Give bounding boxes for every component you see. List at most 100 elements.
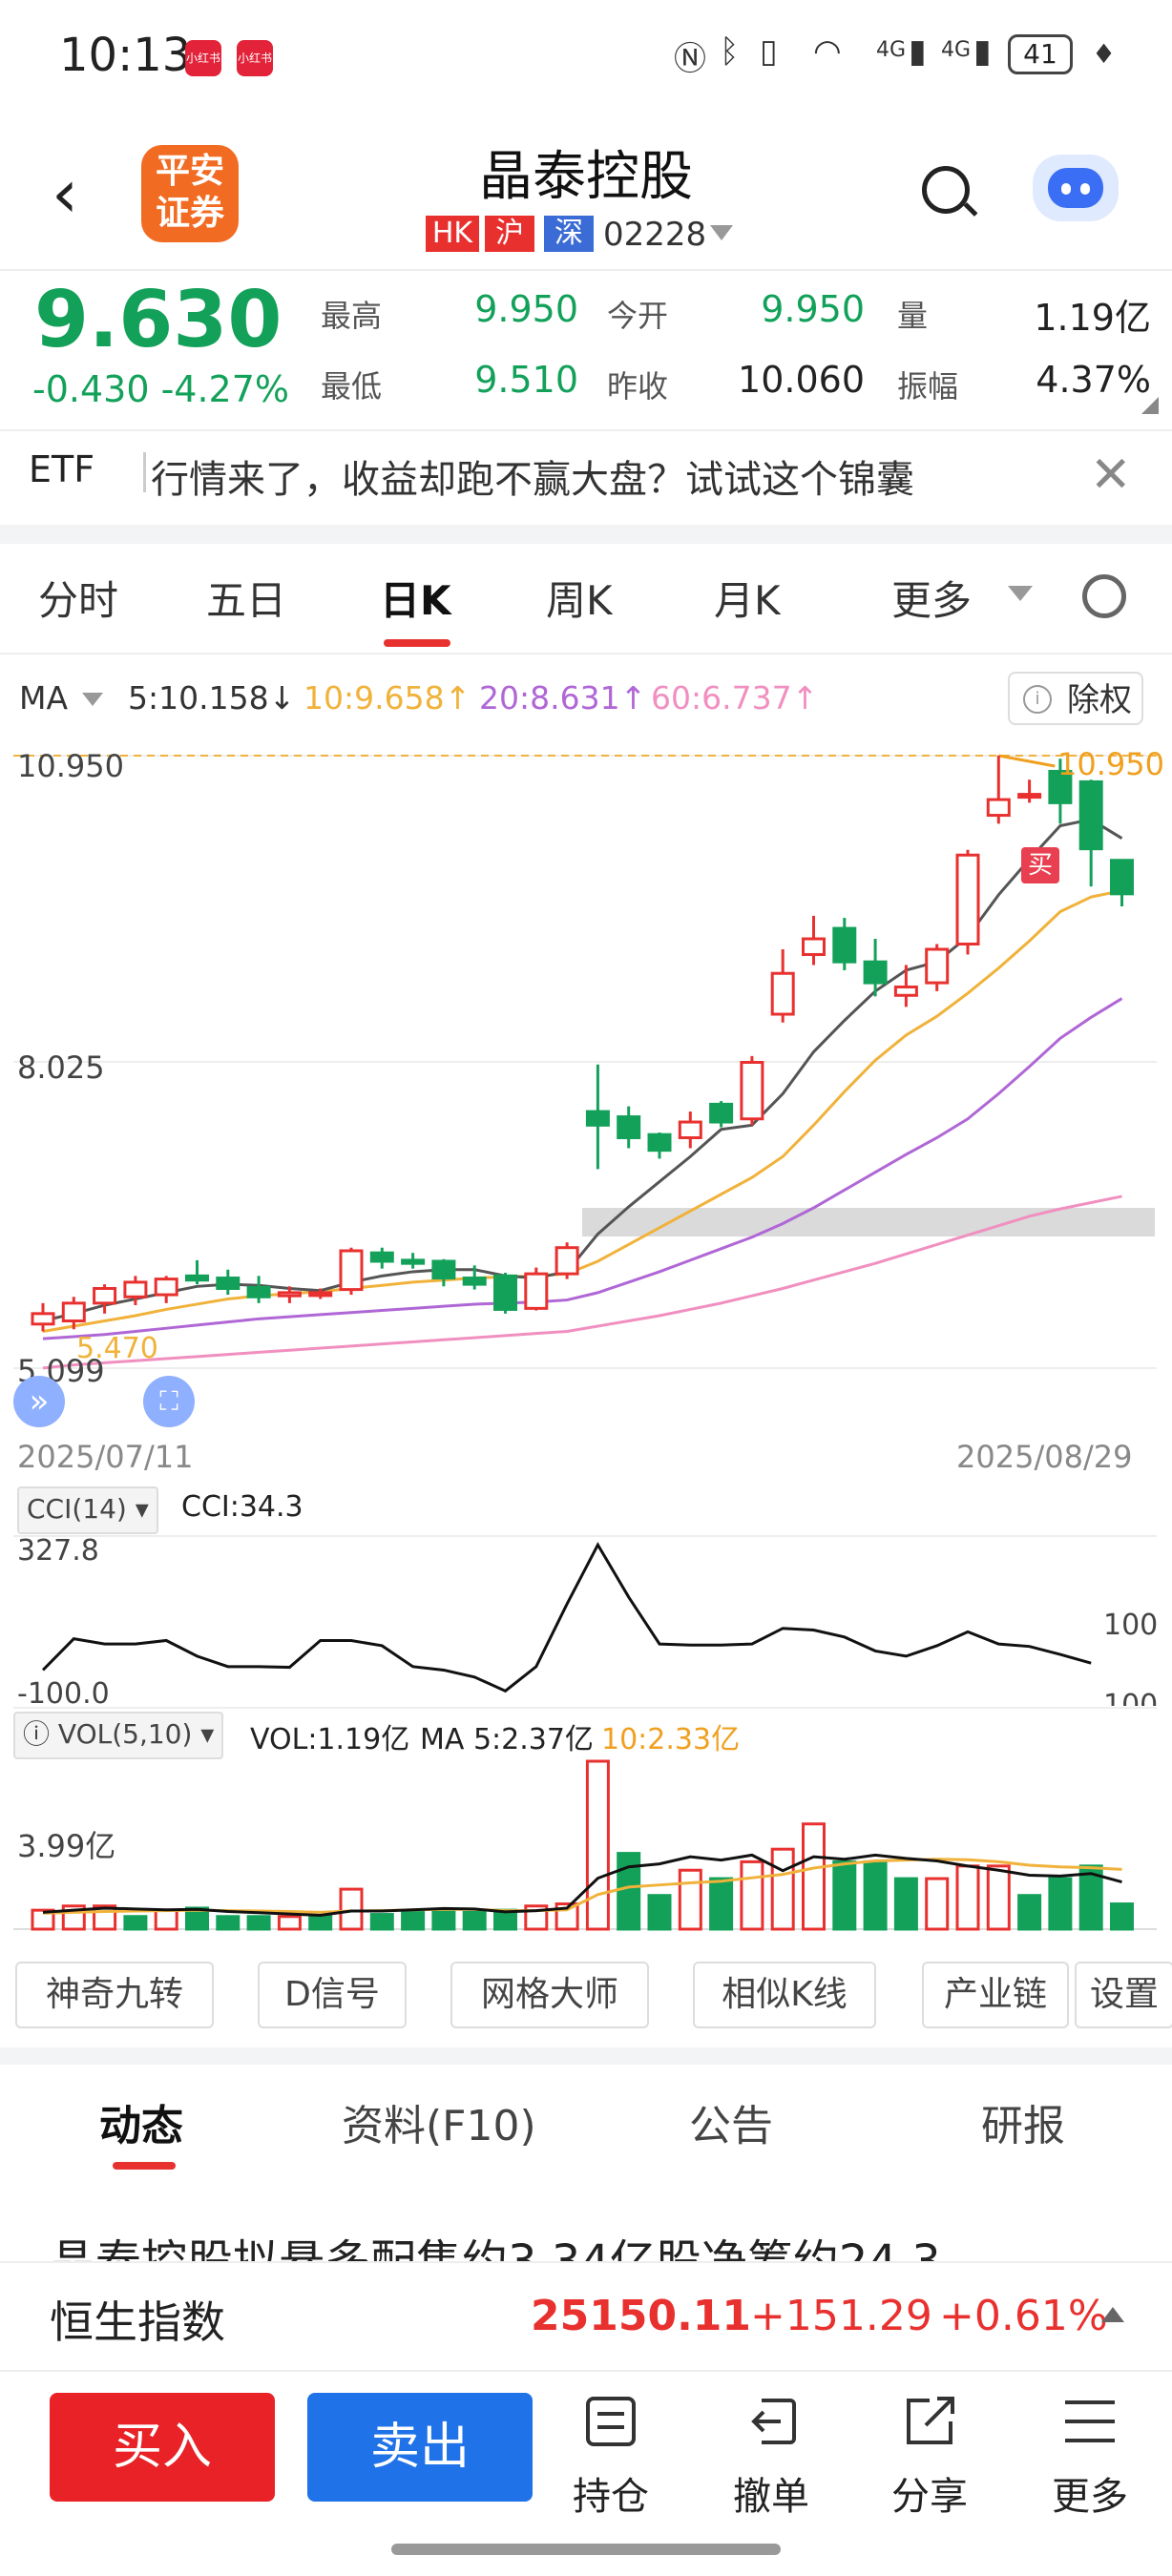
tab-more[interactable]: 更多 — [891, 577, 973, 624]
amplitude-label: 振幅 — [897, 368, 959, 405]
buy-button[interactable]: 买入 — [50, 2393, 275, 2502]
candle-body — [524, 1272, 549, 1310]
vol-selector[interactable]: ⓘ VOL(5,10) ▾ — [13, 1712, 224, 1759]
tool-grid-master[interactable]: 网格大师 — [450, 1962, 649, 2028]
more-menu-icon[interactable] — [1061, 2395, 1119, 2448]
share-icon[interactable] — [901, 2395, 958, 2448]
stock-code[interactable]: 02228 — [603, 216, 707, 254]
tool-industry-chain[interactable]: 产业链 — [922, 1962, 1069, 2028]
volume-bar — [339, 1887, 364, 1931]
chevron-down-icon[interactable] — [1008, 586, 1033, 601]
tab-monthly-k[interactable]: 月K — [714, 577, 781, 624]
cancel-order-label[interactable]: 撤单 — [733, 2475, 809, 2519]
candle-body — [431, 1259, 456, 1280]
candle-body — [246, 1285, 271, 1298]
tab-five-day[interactable]: 五日 — [206, 577, 287, 624]
ma60-value: 60:6.737↑ — [651, 679, 819, 717]
high-label: 最高 — [321, 298, 383, 334]
candle-body — [832, 926, 857, 964]
candle-body — [308, 1291, 333, 1298]
candle-body — [585, 1110, 610, 1127]
settings-gear-icon[interactable] — [1082, 574, 1126, 618]
volume-value: 1.19亿 — [1034, 297, 1151, 339]
cci-value: CCI:34.3 — [181, 1490, 303, 1524]
candle-body — [709, 1102, 734, 1124]
ma-label[interactable]: MA — [19, 679, 69, 717]
candle-body — [61, 1301, 86, 1323]
candle-body — [31, 1312, 55, 1326]
sell-button[interactable]: 卖出 — [307, 2393, 533, 2502]
bluetooth-icon: ᛒ — [720, 32, 740, 71]
chevron-up-icon[interactable] — [1101, 2307, 1124, 2322]
cci-axis-top: 327.8 — [17, 1534, 99, 1568]
close-icon[interactable]: ✕ — [1090, 447, 1132, 504]
prev-close-label: 昨收 — [607, 368, 669, 405]
kline-chart[interactable] — [0, 735, 1172, 1962]
cci-line — [41, 1542, 1092, 1693]
ma10-value: 10:9.658↑ — [303, 679, 471, 717]
volume-bar — [308, 1915, 333, 1931]
search-icon[interactable] — [922, 166, 970, 214]
candle-body — [647, 1132, 672, 1153]
tool-d-signal[interactable]: D信号 — [258, 1962, 407, 2028]
low-value: 9.510 — [474, 359, 578, 401]
tab-news[interactable]: 动态 — [99, 2102, 183, 2150]
volume-bar — [246, 1915, 271, 1931]
holdings-icon[interactable] — [582, 2395, 639, 2448]
news-headline[interactable]: 晶泰控股拟悬多配售约3.34亿股净筹约24.3 — [50, 2229, 1147, 2261]
xiaohongshu-icon: 小红书 — [237, 40, 273, 76]
buy-signal-badge[interactable]: 买 — [1021, 847, 1059, 883]
cci-selector[interactable]: CCI(14) ▾ — [17, 1486, 158, 1534]
tool-settings[interactable]: 设置 — [1075, 1962, 1172, 2028]
vol-value: VOL:1.19亿 — [250, 1723, 410, 1756]
ma10-line — [42, 889, 1122, 1333]
banner-divider — [143, 452, 146, 492]
more-label[interactable]: 更多 — [1052, 2475, 1128, 2519]
volume-bar — [617, 1852, 641, 1931]
market-tag-sh: 沪 — [485, 216, 534, 252]
ma60-line — [42, 1195, 1122, 1370]
holdings-label[interactable]: 持仓 — [573, 2475, 649, 2519]
index-value: 25150.11 — [531, 2292, 752, 2340]
collapse-arrows-icon[interactable]: » — [13, 1376, 65, 1427]
cancel-order-icon[interactable] — [743, 2395, 800, 2448]
candle-body — [802, 937, 826, 956]
tab-f10[interactable]: 资料(F10) — [342, 2102, 536, 2150]
volume-bar — [1017, 1894, 1042, 1931]
status-bar: 10:13 小红书 小红书 Ⓝ ᛒ ▯ ◠ 4G ▮ 4G ▮ 41 ♦ — [0, 0, 1172, 114]
tool-nine-turn[interactable]: 神奇九转 — [15, 1962, 214, 2028]
candle-body — [154, 1278, 178, 1297]
chevron-down-icon[interactable] — [82, 693, 103, 706]
back-icon[interactable]: ‹ — [52, 155, 78, 233]
tab-weekly-k[interactable]: 周K — [546, 577, 613, 624]
fullscreen-icon[interactable]: ⛶ — [143, 1376, 195, 1427]
candle-body — [339, 1249, 364, 1292]
volume-bar — [585, 1759, 610, 1931]
banner-tag: ETF — [29, 448, 95, 490]
charging-icon: ♦ — [1092, 38, 1117, 70]
low-label: 最低 — [321, 368, 383, 405]
expand-corner-icon[interactable] — [1141, 397, 1159, 414]
index-bar[interactable] — [0, 2261, 1172, 2372]
candle-body — [462, 1277, 487, 1286]
candle-body — [493, 1274, 517, 1311]
banner-text[interactable]: 行情来了，收益却跑不赢大盘？试试这个锦囊 — [151, 458, 914, 502]
chevron-down-icon[interactable] — [710, 225, 733, 240]
candle-body — [401, 1258, 426, 1265]
max-price-marker: 10.950 — [1057, 746, 1164, 782]
min-price-marker: 5.470 — [76, 1332, 158, 1365]
candle-body — [740, 1060, 764, 1121]
share-label[interactable]: 分享 — [891, 2475, 968, 2519]
tab-announcements[interactable]: 公告 — [689, 2102, 773, 2150]
candle-body — [277, 1291, 302, 1298]
volume-bar — [154, 1908, 178, 1931]
tab-research[interactable]: 研报 — [981, 2102, 1065, 2150]
tab-intraday[interactable]: 分时 — [38, 577, 119, 624]
volume-bar — [986, 1864, 1011, 1931]
adjust-rights-button[interactable]: i 除权 — [1008, 672, 1143, 725]
tool-similar-k[interactable]: 相似K线 — [693, 1962, 876, 2028]
robot-assistant-icon[interactable] — [1033, 155, 1119, 221]
tab-daily-k[interactable]: 日K — [380, 577, 451, 624]
vol-ma5-line — [42, 1853, 1122, 1917]
info-icon: i — [1023, 685, 1052, 714]
